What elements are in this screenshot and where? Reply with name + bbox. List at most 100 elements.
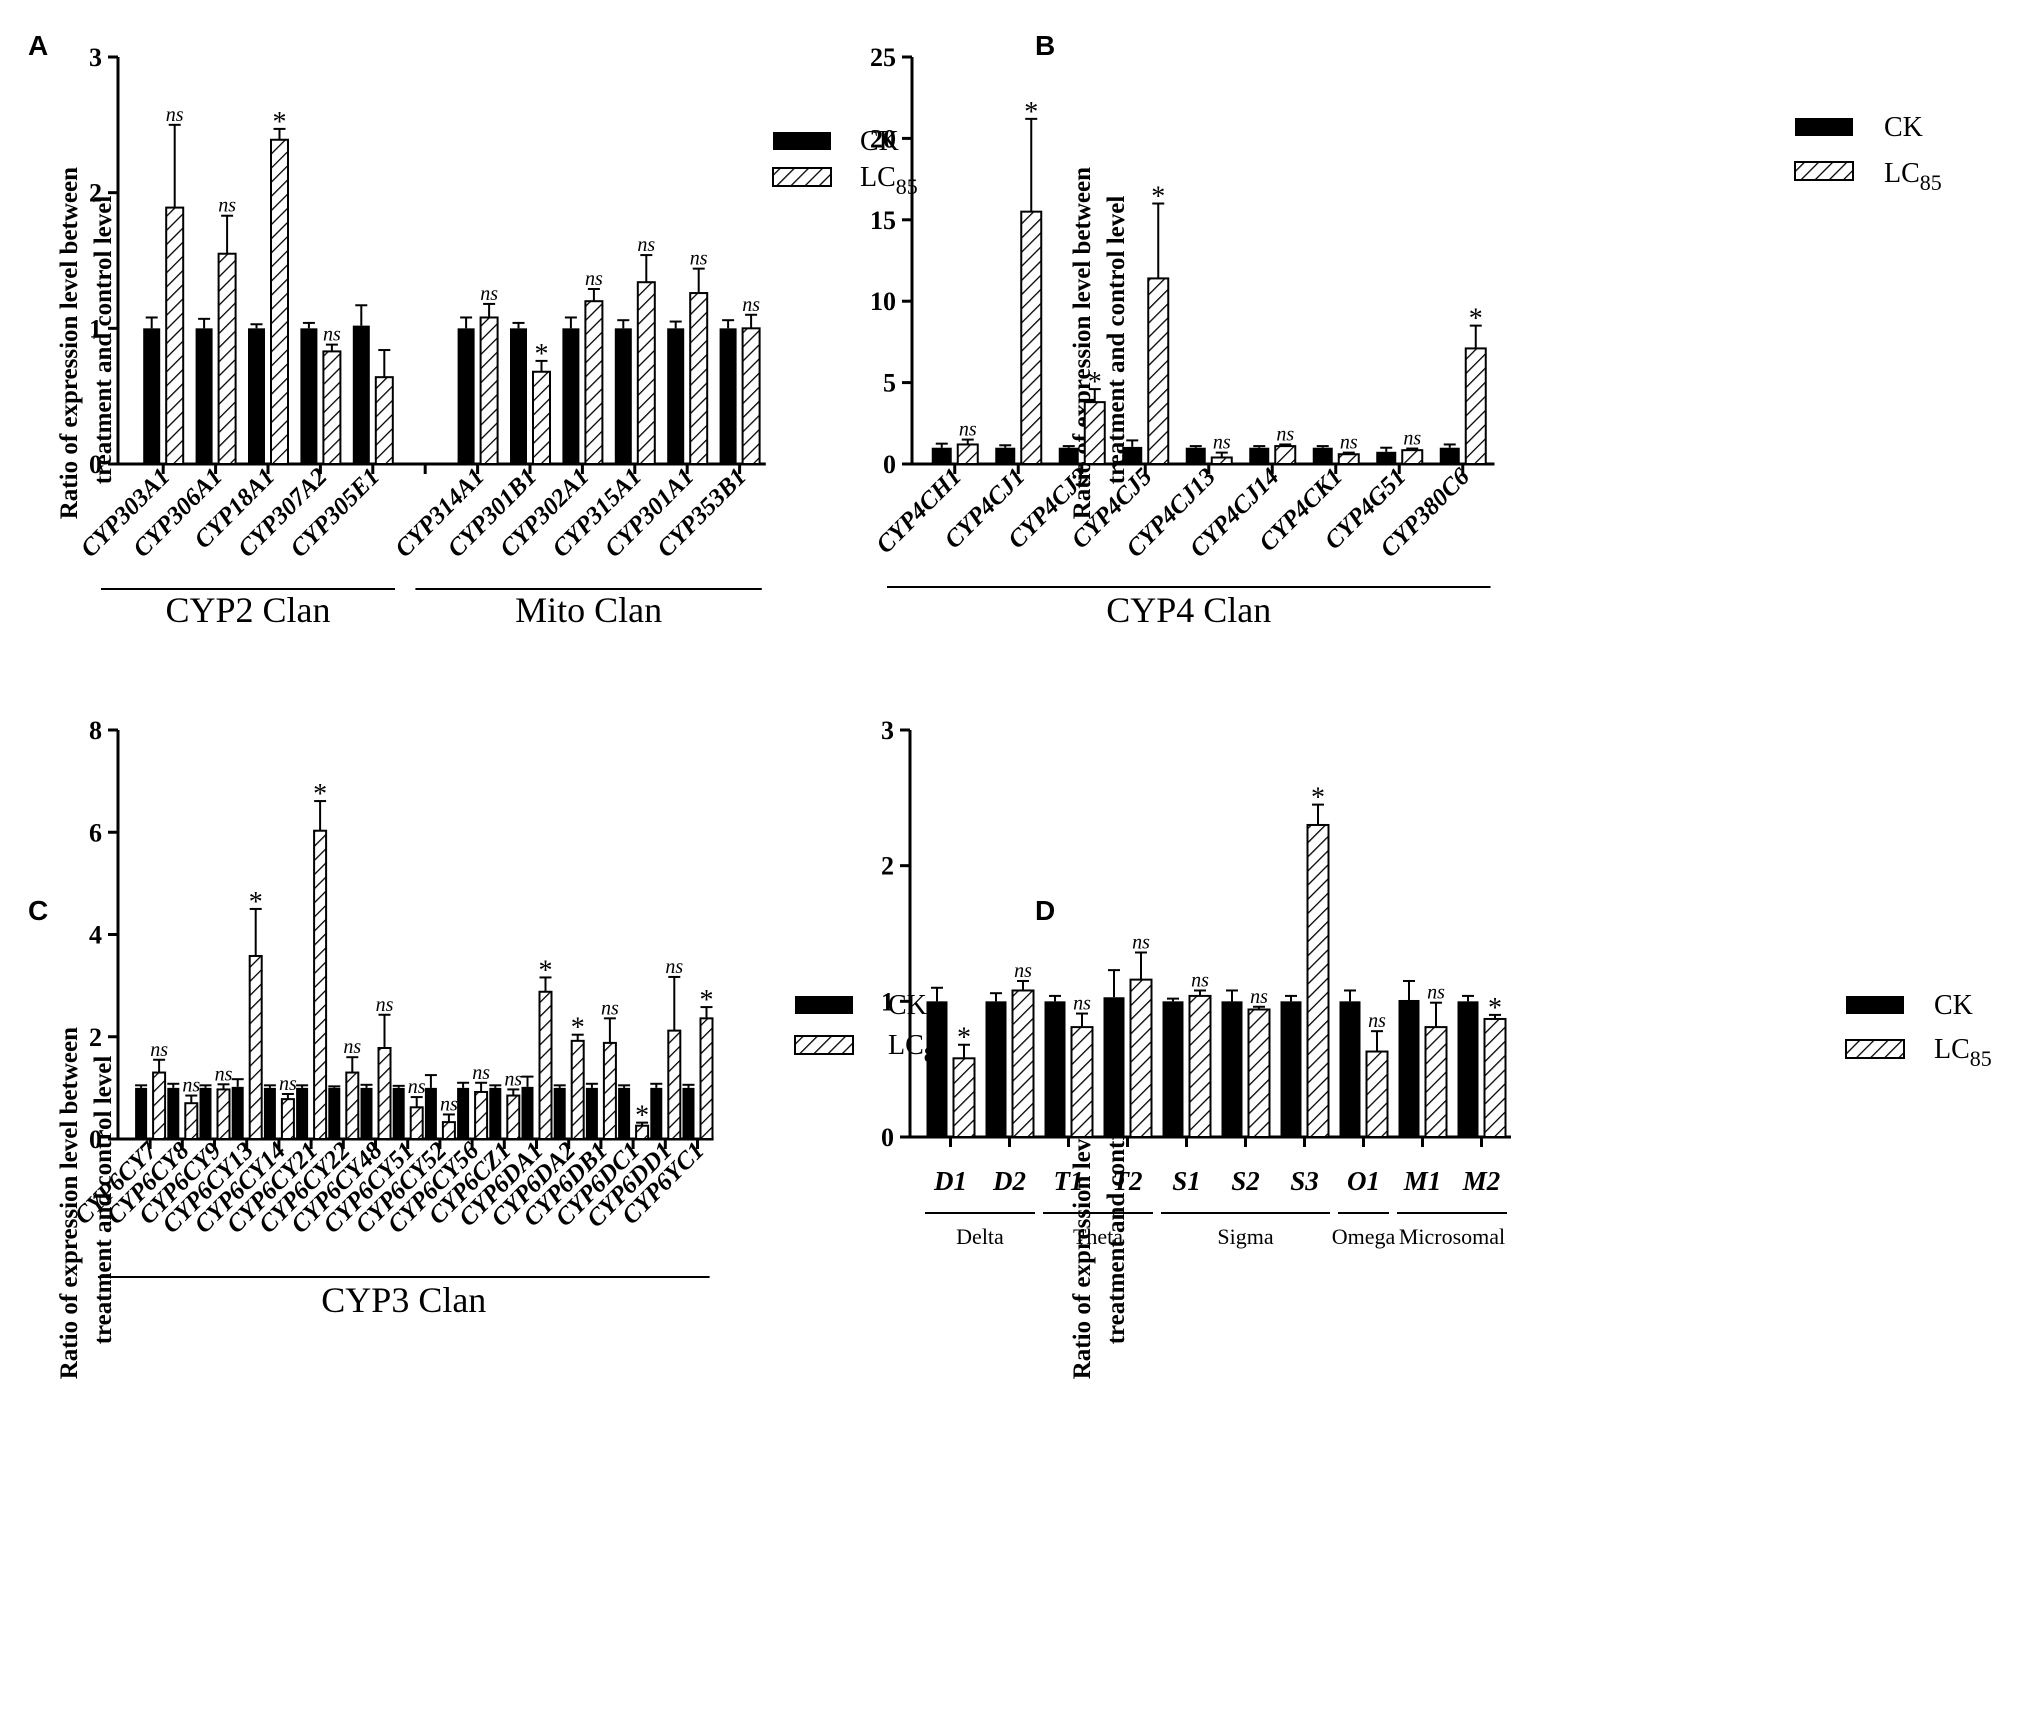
significance-ns: ns — [690, 248, 708, 270]
legend-ck-swatch-b — [1795, 118, 1853, 136]
significance-ns: ns — [323, 324, 341, 346]
panel-letter-a: A — [28, 30, 48, 61]
bar-lc85-M2 — [1483, 1017, 1507, 1138]
legend-lc85-swatch-d — [1845, 1039, 1905, 1059]
significance-ns: ns — [480, 283, 498, 305]
bar-ck-CYP6DA1 — [521, 1086, 534, 1139]
group-label: Sigma — [1217, 1224, 1273, 1249]
bar-lc85-CYP306A1 — [217, 252, 237, 465]
bar-ck-D2 — [985, 1001, 1007, 1137]
bar-lc85-CYP301B1 — [532, 370, 551, 466]
group-label: Omega — [1332, 1224, 1396, 1249]
x-category-label: T1 — [1054, 1166, 1084, 1196]
bar-ck-CYP6CY8 — [167, 1087, 180, 1139]
bar-lc85-CYP6CY21 — [313, 829, 328, 1140]
bar-ck-CYP6CY21 — [296, 1087, 309, 1139]
bar-ck-CYP302A1 — [562, 328, 580, 464]
panel-b: B Ratio of expression level between trea… — [870, 30, 1942, 630]
legend-ck-label-c: CK — [888, 990, 927, 1021]
significance-star: * — [535, 339, 549, 370]
bar-ck-CYP6CY48 — [360, 1087, 373, 1139]
significance-star: * — [313, 779, 327, 810]
group-label: CYP4 Clan — [1106, 590, 1271, 630]
bar-ck-CYP4CJ2 — [1058, 447, 1079, 464]
significance-ns: ns — [1191, 969, 1209, 991]
bar-lc85-CYP6CY8 — [184, 1102, 199, 1141]
significance-ns: ns — [182, 1075, 200, 1097]
significance-star: * — [273, 107, 287, 138]
legend-lc85-label-b: LC85 — [1884, 158, 1942, 195]
bar-lc85-CYP6CY9 — [216, 1088, 231, 1140]
legend-ck-label-b: CK — [1884, 112, 1923, 143]
bar-lc85-CYP6CY13 — [248, 954, 263, 1140]
bar-ck-CYP314A1 — [457, 328, 475, 464]
bar-ck-S2 — [1221, 1001, 1243, 1137]
group-label: CYP2 Clan — [165, 590, 330, 630]
significance-ns: ns — [1213, 432, 1231, 454]
bar-lc85-CYP315A1 — [636, 281, 656, 465]
bar-lc85-CYP6CY51 — [409, 1106, 424, 1140]
y-tick-label: 8 — [89, 716, 102, 745]
x-category-label: D1 — [933, 1166, 967, 1196]
bar-lc85-CYP6DB1 — [602, 1041, 617, 1141]
legend-c: CK LC85 — [794, 990, 946, 1067]
legend-ck-label-a: CK — [860, 126, 899, 157]
y-axis-label-c: Ratio of expression level between treatm… — [56, 1021, 117, 1380]
bar-ck-CYP6DB1 — [585, 1087, 598, 1139]
bar-lc85-CYP380C6 — [1464, 347, 1487, 465]
legend-ck-swatch-d — [1846, 996, 1904, 1014]
y-tick-label: 1 — [89, 314, 102, 343]
bar-ck-CYP4CJ5 — [1122, 446, 1143, 464]
panel-letter-d: D — [1035, 895, 1055, 926]
y-tick-label: 10 — [870, 287, 896, 316]
bar-ck-CYP6CY14 — [263, 1087, 276, 1139]
panel-d: D Ratio of expression level between trea… — [881, 716, 1992, 1379]
bar-lc85-CYP6DA2 — [570, 1039, 585, 1140]
significance-ns: ns — [665, 956, 683, 978]
bar-ck-CYP4CJ13 — [1185, 447, 1206, 464]
legend-d: CK LC85 — [1845, 990, 1992, 1071]
significance-ns: ns — [1368, 1010, 1386, 1032]
plot-area-a: 0123nsCYP303A1nsCYP306A1*CYP18A1nsCYP307… — [76, 43, 766, 630]
bar-lc85-CYP6CY52 — [441, 1121, 456, 1141]
significance-star: * — [635, 1101, 649, 1132]
bar-ck-D1 — [926, 1001, 948, 1137]
x-category-label: S2 — [1231, 1166, 1260, 1196]
y-tick-label: 20 — [870, 124, 896, 153]
bar-ck-CYP6CY51 — [392, 1087, 405, 1139]
x-category-label: D2 — [992, 1166, 1026, 1196]
bar-lc85-D2 — [1011, 989, 1035, 1138]
bar-ck-T1 — [1044, 1001, 1066, 1137]
bar-ck-CYP6DC1 — [618, 1087, 631, 1139]
bar-ck-CYP6CZ1 — [489, 1087, 502, 1139]
bar-lc85-CYP4G51 — [1401, 449, 1424, 465]
panel-c: C Ratio of expression level between trea… — [28, 716, 946, 1379]
x-category-label: O1 — [1347, 1166, 1380, 1196]
bar-lc85-CYP307A2 — [322, 350, 342, 465]
significance-star: * — [1488, 993, 1502, 1024]
bar-lc85-CYP305E1 — [374, 376, 394, 466]
x-category-label: T2 — [1113, 1166, 1143, 1196]
bar-lc85-O1 — [1365, 1050, 1389, 1139]
legend-a: CK LC85 — [772, 126, 918, 199]
panel-letter-c: C — [28, 895, 48, 926]
bar-ck-CYP4CH1 — [931, 447, 952, 464]
bar-lc85-M1 — [1424, 1026, 1448, 1138]
legend-ck-swatch-a — [773, 132, 831, 150]
y-tick-label: 0 — [881, 1123, 894, 1152]
significance-star: * — [249, 887, 263, 918]
significance-ns: ns — [440, 1093, 458, 1115]
bar-ck-CYP6CY52 — [424, 1087, 437, 1139]
bar-lc85-CYP4CH1 — [956, 443, 979, 465]
plot-area-c: 02468nsCYP6CY7nsCYP6CY8nsCYP6CY9*CYP6CY1… — [70, 716, 714, 1320]
bar-ck-CYP306A1 — [195, 328, 213, 464]
bar-ck-CYP4G51 — [1376, 451, 1397, 464]
bar-lc85-CYP4CJ2 — [1083, 401, 1106, 465]
bar-lc85-CYP303A1 — [165, 206, 185, 465]
bar-ck-CYP4CK1 — [1312, 447, 1333, 464]
bar-ck-CYP307A2 — [300, 328, 318, 464]
bar-lc85-S2 — [1247, 1008, 1271, 1138]
bar-ck-CYP6CY13 — [231, 1086, 244, 1139]
bar-ck-CYP6CY9 — [199, 1087, 212, 1139]
panel-letter-b: B — [1035, 30, 1055, 61]
